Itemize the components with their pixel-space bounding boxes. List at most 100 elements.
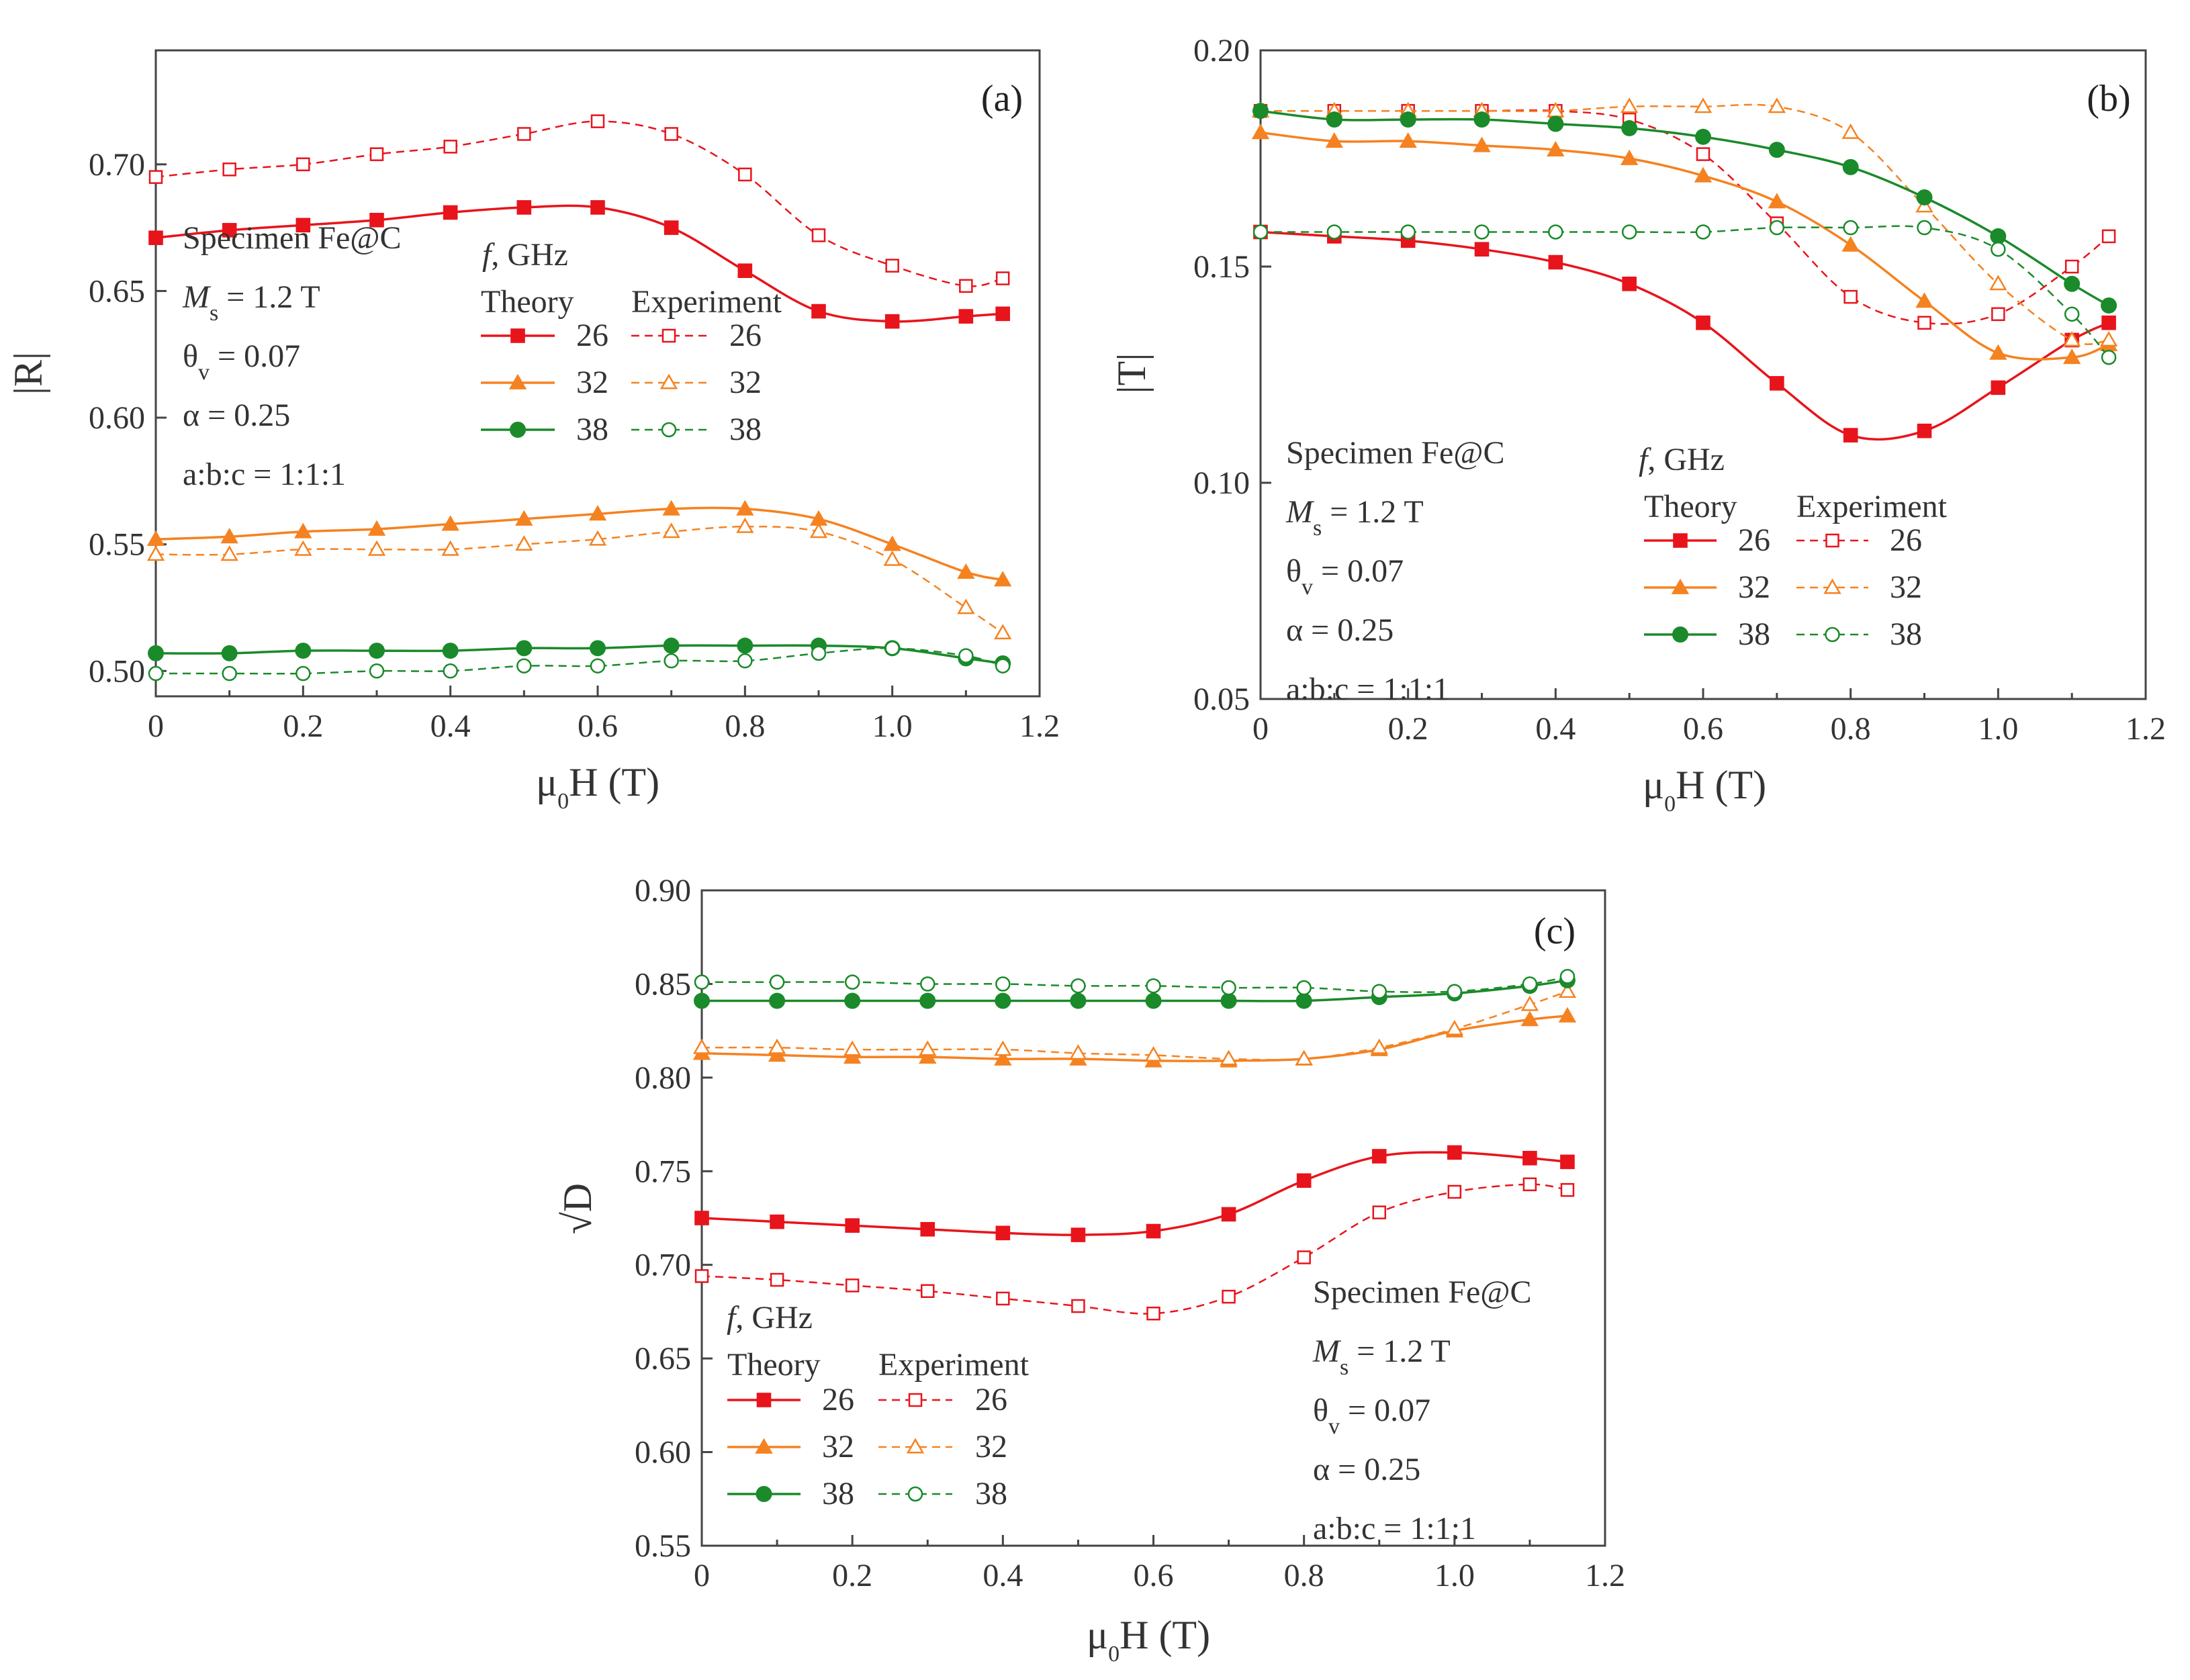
legend-experiment-marker [1823, 578, 1841, 594]
data-point [295, 218, 311, 233]
data-point [1991, 241, 2006, 257]
data-point [920, 1221, 936, 1237]
data-point [884, 641, 900, 656]
series-line [1261, 225, 2110, 359]
legend-theory-marker [756, 1393, 772, 1407]
legend-experiment-header: Experiment [1796, 489, 1948, 524]
data-point [294, 540, 312, 556]
data-point [2101, 315, 2116, 330]
data-point [369, 663, 385, 679]
data-point [919, 992, 936, 1009]
data-point [1695, 128, 1711, 145]
x-axis-label: μ0H (T) [1087, 1613, 1210, 1667]
data-point [1696, 315, 1710, 330]
info-specimen: Specimen Fe@C [1286, 435, 1505, 471]
legend-theory-marker [755, 1438, 773, 1454]
series-experiment-32 [1251, 97, 2118, 346]
x-tick-label: 0 [148, 708, 164, 744]
info-specimen: Specimen Fe@C [183, 220, 402, 256]
info-ms-part: s [1340, 1355, 1349, 1380]
data-point [2064, 306, 2080, 322]
legend-experiment-marker [661, 422, 677, 438]
data-point [995, 271, 1010, 285]
info-theta: θv = 0.07 [183, 338, 300, 385]
data-point [1620, 149, 1639, 165]
data-point [443, 205, 458, 220]
data-point [1520, 995, 1539, 1011]
legend-theory-marker [510, 422, 526, 438]
data-point [1447, 1184, 1462, 1199]
data-point [885, 259, 899, 273]
y-tick-label: 0.20 [1193, 33, 1250, 68]
data-point [1296, 980, 1312, 996]
data-point [1447, 984, 1463, 999]
data-point [737, 263, 753, 279]
x-axis-label: μ0H (T) [536, 760, 659, 814]
data-point [883, 535, 901, 551]
legend-theory-label: 32 [822, 1429, 854, 1464]
data-point [1621, 120, 1638, 136]
data-point [222, 665, 237, 682]
data-point [844, 992, 861, 1009]
data-point [995, 976, 1011, 992]
data-point [1220, 992, 1237, 1009]
info-specimen: Specimen Fe@C [1313, 1274, 1532, 1310]
x-tick-label: 0.8 [1831, 711, 1871, 747]
legend-experiment-marker [659, 373, 678, 389]
info-alpha: α = 0.25 [1313, 1452, 1420, 1487]
series-experiment-38 [1252, 220, 2117, 365]
data-point [1251, 124, 1270, 140]
legend-theory-header: Theory [481, 284, 574, 320]
chart-panel-c: 0 0.2 0.4 0.6 0.8 1.0 1.2 0.55 0.60 0.65 0.70 0.75 0… [555, 873, 1625, 1667]
data-point [590, 200, 605, 215]
x-axis-label-part: μ [536, 760, 557, 804]
data-point [146, 530, 165, 547]
info-ms-part: M [1285, 494, 1315, 530]
info-ms-part: = 1.2 T [218, 279, 320, 315]
data-point [1222, 1289, 1236, 1304]
x-tick-label: 1.2 [1585, 1558, 1625, 1593]
data-point [996, 1291, 1010, 1306]
y-tick-label: 0.05 [1193, 682, 1250, 717]
data-point [736, 500, 754, 516]
data-point [1400, 111, 1416, 128]
data-point [367, 540, 386, 556]
legend-experiment-label: 32 [729, 365, 762, 400]
legend-theory-label: 32 [576, 365, 608, 400]
data-point [920, 976, 936, 992]
legend-experiment-marker [1825, 626, 1840, 643]
data-point [1696, 147, 1710, 161]
info-ms-part: s [210, 301, 218, 326]
data-point [770, 1272, 784, 1287]
info-ms-part: = 1.2 T [1322, 494, 1424, 530]
data-point [2099, 330, 2118, 346]
data-point [1989, 275, 2007, 291]
data-point [811, 645, 827, 661]
legend-theory-marker [510, 328, 525, 343]
data-point [768, 1046, 786, 1062]
data-point [1070, 992, 1087, 1009]
info-theta-part: = 0.07 [210, 338, 300, 374]
legend-experiment-label: 26 [1890, 522, 1922, 558]
x-tick-label: 0 [694, 1558, 710, 1593]
data-point [737, 637, 754, 654]
data-point [1371, 984, 1387, 999]
legend-experiment-label: 32 [975, 1429, 1007, 1464]
data-point [1297, 1250, 1311, 1264]
data-point [443, 663, 458, 679]
info-theta-part: = 0.07 [1313, 553, 1404, 589]
x-tick-label: 0.4 [983, 1558, 1023, 1593]
legend-theory-label: 38 [1738, 616, 1770, 652]
data-point [369, 212, 384, 228]
data-point [441, 540, 459, 556]
data-point [694, 974, 710, 990]
data-point [1146, 978, 1161, 994]
data-point [295, 643, 312, 659]
series-line [155, 120, 1003, 287]
series-line [155, 506, 1003, 581]
series-line [702, 976, 1568, 993]
data-point [957, 598, 975, 614]
y-tick-label: 0.70 [635, 1248, 691, 1283]
data-point [809, 510, 828, 526]
